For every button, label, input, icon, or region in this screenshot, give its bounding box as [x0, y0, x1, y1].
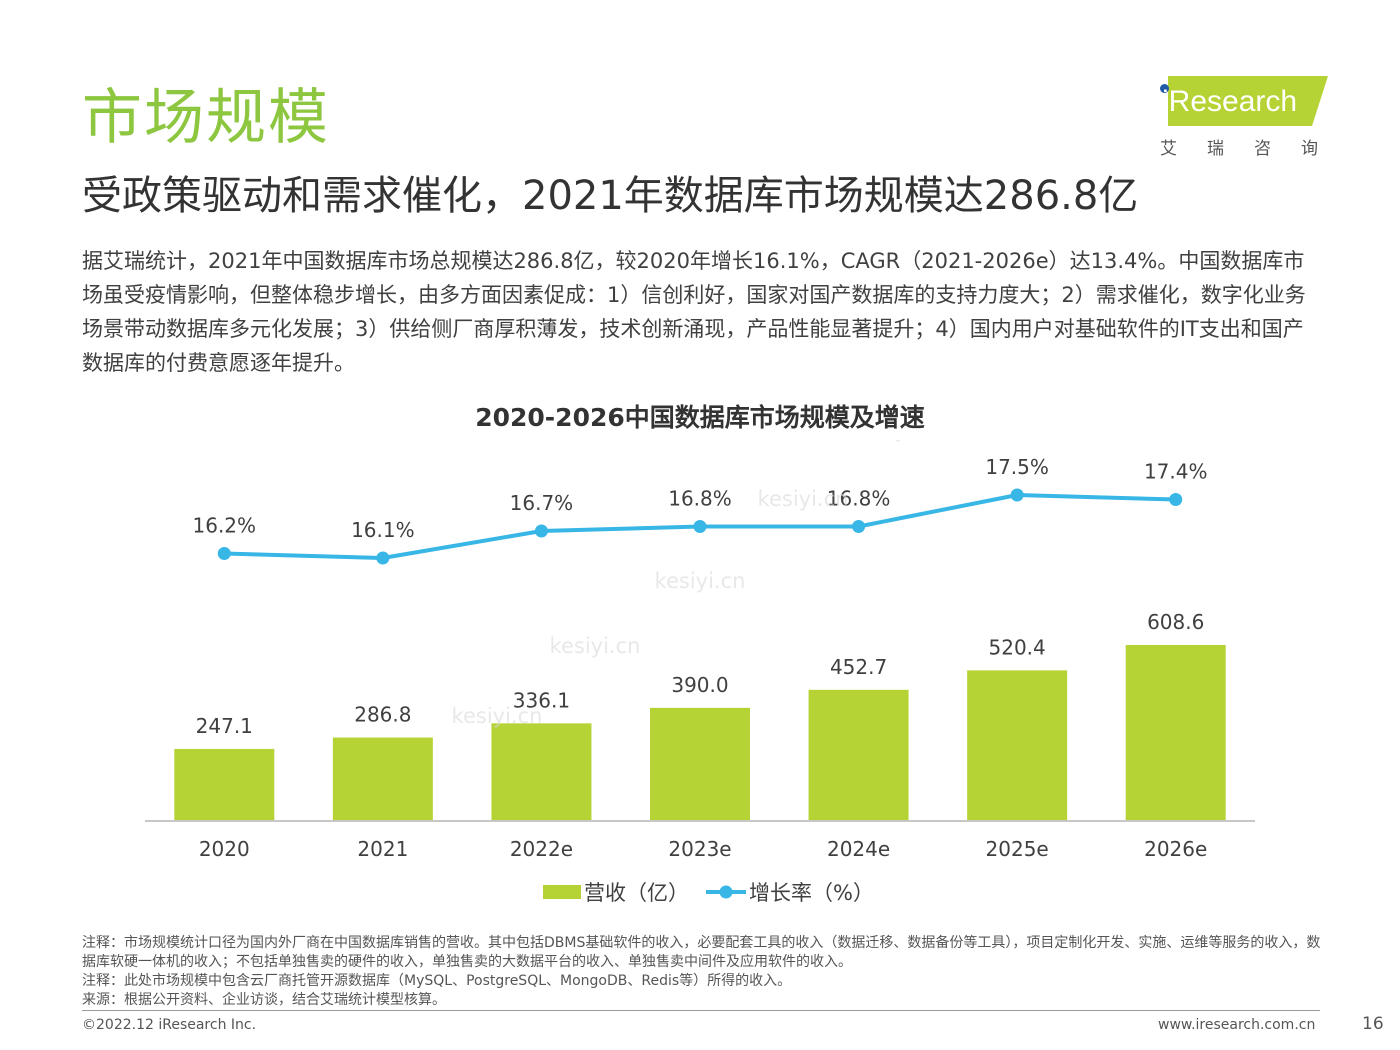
bar-2021	[332, 737, 433, 820]
note-scope: 注释：市场规模统计口径为国内外厂商在中国数据库销售的营收。其中包括DBMS基础软…	[82, 935, 1321, 970]
footer-divider	[82, 1010, 1320, 1011]
x-tick-2023e: 2023e	[668, 837, 731, 861]
growth-label-2021: 16.1%	[351, 518, 415, 542]
bar-2023e	[650, 707, 750, 820]
legend-marker-growth	[719, 885, 733, 899]
x-tick-2022e: 2022e	[510, 837, 573, 861]
bar-label-2025e: 520.4	[989, 635, 1046, 659]
x-tick-2026e: 2026e	[1144, 837, 1207, 861]
bar-2020	[174, 748, 275, 820]
growth-label-2026e: 17.4%	[1144, 460, 1208, 484]
legend-label-revenue: 营收（亿）	[584, 881, 689, 905]
bar-label-2024e: 452.7	[830, 655, 887, 679]
growth-point-2021	[376, 551, 390, 565]
legend-swatch-revenue	[543, 885, 581, 899]
bar-2024e	[808, 689, 909, 820]
legend-label-growth: 增长率（%）	[749, 881, 874, 905]
watermark-text-2: kesiyi.cn	[550, 634, 641, 658]
watermark-text-3: kesiyi.cn	[452, 704, 543, 728]
watermark-text-4: kesiyi.cn	[758, 487, 849, 511]
page-number: 16	[1362, 1014, 1384, 1034]
growth-label-2022e: 16.7%	[510, 491, 574, 515]
footer-copyright: ©2022.12 iResearch Inc.	[82, 1017, 257, 1033]
page-subtitle: 受政策驱动和需求催化，2021年数据库市场规模达286.8亿	[82, 173, 1139, 219]
note-source: 来源：根据公开资料、企业访谈，结合艾瑞统计模型核算。	[82, 992, 446, 1008]
growth-point-2024e	[852, 520, 866, 533]
notes-block: 注释：市场规模统计口径为国内外厂商在中国数据库销售的营收。其中包括DBMS基础软…	[82, 934, 1332, 1010]
growth-point-2025e	[1010, 488, 1024, 502]
growth-point-2022e	[534, 524, 548, 538]
x-tick-2024e: 2024e	[827, 837, 890, 861]
summary-paragraph: 据艾瑞统计，2021年中国数据库市场总规模达286.8亿，较2020年增长16.…	[82, 249, 1306, 375]
chart-title: 2020-2026中国数据库市场规模及增速	[475, 403, 925, 432]
logo-badge	[1168, 76, 1328, 126]
x-tick-2025e: 2025e	[986, 837, 1049, 861]
growth-point-2020	[217, 547, 231, 560]
page-title: 市场规模	[82, 83, 330, 153]
bar-label-2022e: 336.1	[513, 688, 570, 712]
bar-label-2021: 286.8	[354, 703, 411, 727]
bar-2026e	[1125, 645, 1226, 820]
iresearch-logo: iResearch 艾瑞咨询	[1150, 72, 1350, 162]
growth-point-2023e	[693, 520, 707, 533]
watermark-text-5: kesiyi.cn	[854, 440, 945, 442]
growth-label-2020: 16.2%	[193, 514, 257, 538]
bar-2022e	[491, 723, 592, 820]
watermark-text-1: kesiyi.cn	[655, 569, 746, 593]
note-cloud: 注释：此处市场规模中包含云厂商托管开源数据库（MySQL、PostgreSQL、…	[82, 973, 792, 989]
logo-name: iResearch	[1162, 85, 1298, 118]
logo-dot-icon	[1160, 84, 1169, 93]
growth-label-2024e: 16.8%	[827, 487, 891, 511]
x-tick-2020: 2020	[199, 837, 250, 861]
bar-label-2020: 247.1	[196, 714, 253, 738]
market-size-chart: 247.1 286.8 336.1 390.0 452.7 520.4 608.6 2020 2…	[145, 440, 1255, 905]
growth-label-2025e: 17.5%	[985, 455, 1049, 479]
x-tick-2021: 2021	[357, 837, 408, 861]
bar-2025e	[967, 670, 1068, 820]
bar-label-2026e: 608.6	[1147, 610, 1204, 634]
growth-label-2023e: 16.8%	[668, 487, 732, 511]
bar-label-2023e: 390.0	[671, 673, 728, 697]
footer-url[interactable]: www.iresearch.com.cn	[1158, 1017, 1316, 1033]
growth-point-2026e	[1169, 493, 1183, 506]
logo-chinese-name: 艾瑞咨询	[1160, 139, 1348, 159]
